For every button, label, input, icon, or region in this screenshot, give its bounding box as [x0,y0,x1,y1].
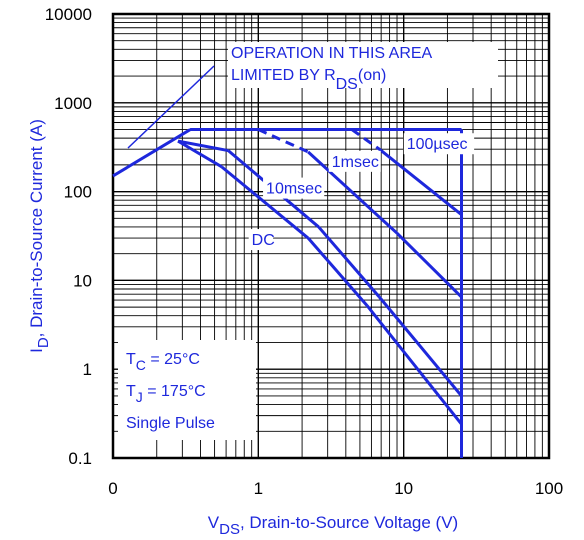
tc-condition: TC = 25°C [126,351,200,373]
curve-label: DC [252,232,275,249]
x-tick-label: 1 [254,479,263,498]
series-segment-100sec [380,149,463,216]
conditions-bg [118,340,256,440]
y-tick-label: 100 [64,183,92,202]
x-tick-label: 10 [394,479,413,498]
x-tick-labels: 0 1 10 100 [108,479,563,498]
y-axis-title: ID, Drain-to-Source Current (A) [27,119,52,353]
annotation-line2: LIMITED BY RDS(on) [231,67,386,93]
tj-condition: TJ = 175°C [126,383,206,405]
series-segment-dc [306,237,369,307]
series-segment-10msec [378,296,463,397]
curve-label-bg [248,229,274,251]
curve-label-bg [328,150,381,172]
y-tick-labels: 0.1 1 10 100 1000 10000 [45,5,92,468]
conditions-box: TC = 25°C TJ = 175°C Single Pulse [118,340,256,440]
annotation-bg [228,42,498,88]
series-segment-1msec [307,150,399,235]
series-segment-10msec [317,225,381,298]
series-segment-10msec [177,139,229,153]
y-tick-label: 0.1 [68,449,92,468]
curves [112,128,464,458]
series-segment-1msec [395,232,463,299]
x-axis-title: VDS, Drain-to-Source Voltage (V) [208,513,458,538]
curve-labels: 1msec 100µsec 10msec DC [248,133,475,251]
rds-annotation: OPERATION IN THIS AREA LIMITED BY RDS(on… [127,42,498,149]
series-segment-1msec [257,128,309,154]
pulse-condition: Single Pulse [126,415,215,432]
plot-frame [111,12,551,460]
x-tick-label: 0 [108,479,117,498]
series-segment-dc [365,304,463,426]
curve-label: 1msec [332,154,379,171]
y-tick-label: 10 [73,271,92,290]
curve-label-bg [403,133,475,155]
series-segment-dc [220,165,310,240]
y-tick-label: 1 [83,360,92,379]
curve-label: 100µsec [407,136,468,153]
x-tick-label: 100 [535,479,563,498]
series-segment-100sec [350,128,383,152]
curve-label-bg [263,177,325,199]
series-segment-dc [177,139,223,169]
curve-label: 10msec [266,181,322,198]
y-tick-label: 10000 [45,5,92,24]
annotation-leader [127,65,215,149]
annotation-line1: OPERATION IN THIS AREA [231,45,433,62]
y-tick-label: 1000 [54,94,92,113]
series-segment-100sec [112,128,192,178]
